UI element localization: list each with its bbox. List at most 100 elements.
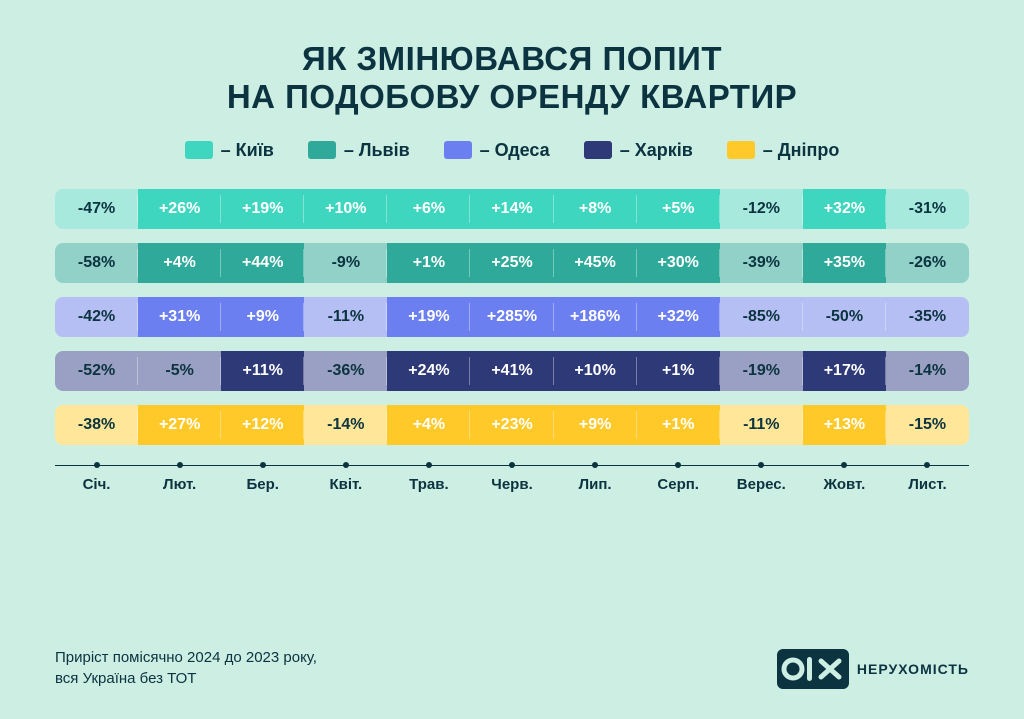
- tick-dot: [343, 462, 349, 468]
- data-cell: +32%: [803, 189, 886, 229]
- tick-dot: [94, 462, 100, 468]
- tick-label: Лют.: [163, 476, 196, 493]
- data-cell: -52%: [55, 351, 138, 391]
- data-cell: +32%: [637, 297, 720, 337]
- tick-label: Лист.: [908, 476, 946, 493]
- data-cell: +10%: [304, 189, 387, 229]
- title-line-2: НА ПОДОБОВУ ОРЕНДУ КВАРТИР: [227, 78, 797, 115]
- data-cell: -14%: [886, 351, 969, 391]
- tick-dot: [758, 462, 764, 468]
- tick-label: Черв.: [491, 476, 532, 493]
- data-cell: +13%: [803, 405, 886, 445]
- page-title: ЯК ЗМІНЮВАВСЯ ПОПИТ НА ПОДОБОВУ ОРЕНДУ К…: [55, 40, 969, 116]
- data-cell: +8%: [554, 189, 637, 229]
- axis-tick: Бер.: [221, 459, 304, 493]
- legend-label: – Одеса: [480, 140, 550, 161]
- axis-ticks: Січ. Лют. Бер. Квіт. Трав. Черв. Лип. Серп. Вере…: [55, 459, 969, 493]
- data-cell: -50%: [803, 297, 886, 337]
- data-cell: -26%: [886, 243, 969, 283]
- data-cell: +285%: [470, 297, 553, 337]
- data-cell: +35%: [803, 243, 886, 283]
- data-cell: -5%: [138, 351, 221, 391]
- legend-label: – Київ: [221, 140, 274, 161]
- axis-tick: Верес.: [720, 459, 803, 493]
- data-cell: -9%: [304, 243, 387, 283]
- data-cell: +5%: [637, 189, 720, 229]
- footnote: Приріст помісячно 2024 до 2023 року, вся…: [55, 647, 317, 689]
- infographic-canvas: ЯК ЗМІНЮВАВСЯ ПОПИТ НА ПОДОБОВУ ОРЕНДУ К…: [0, 0, 1024, 719]
- data-cell: +24%: [387, 351, 470, 391]
- tick-label: Січ.: [83, 476, 111, 493]
- legend: – Київ – Львів – Одеса – Харків – Дніпро: [55, 140, 969, 161]
- legend-swatch: [584, 141, 612, 159]
- data-cell: +1%: [637, 351, 720, 391]
- axis-tick: Лист.: [886, 459, 969, 493]
- data-cell: +25%: [470, 243, 553, 283]
- tick-label: Бер.: [247, 476, 279, 493]
- data-cell: +45%: [554, 243, 637, 283]
- legend-item: – Одеса: [444, 140, 550, 161]
- data-cell: -85%: [720, 297, 803, 337]
- data-cell: -35%: [886, 297, 969, 337]
- tick-dot: [260, 462, 266, 468]
- legend-item: – Харків: [584, 140, 693, 161]
- data-cell: +9%: [554, 405, 637, 445]
- data-cell: -12%: [720, 189, 803, 229]
- axis-tick: Трав.: [387, 459, 470, 493]
- data-cell: -42%: [55, 297, 138, 337]
- data-cell: -47%: [55, 189, 138, 229]
- data-cell: -19%: [720, 351, 803, 391]
- data-row-kharkiv: -52%-5%+11%-36%+24%+41%+10%+1%-19%+17%-1…: [55, 351, 969, 391]
- data-cell: -36%: [304, 351, 387, 391]
- data-cell: +9%: [221, 297, 304, 337]
- data-cell: +186%: [554, 297, 637, 337]
- data-cell: +12%: [221, 405, 304, 445]
- data-cell: +4%: [138, 243, 221, 283]
- data-cell: +14%: [470, 189, 553, 229]
- tick-dot: [924, 462, 930, 468]
- olx-logo-icon: [777, 649, 849, 689]
- legend-swatch: [727, 141, 755, 159]
- data-cell: +11%: [221, 351, 304, 391]
- data-cell: +27%: [138, 405, 221, 445]
- legend-label: – Дніпро: [763, 140, 840, 161]
- legend-swatch: [185, 141, 213, 159]
- data-cell: +31%: [138, 297, 221, 337]
- data-cell: +4%: [387, 405, 470, 445]
- data-row-kyiv: -47%+26%+19%+10%+6%+14%+8%+5%-12%+32%-31…: [55, 189, 969, 229]
- tick-label: Лип.: [579, 476, 612, 493]
- tick-label: Серп.: [657, 476, 699, 493]
- data-row-dnipro: -38%+27%+12%-14%+4%+23%+9%+1%-11%+13%-15…: [55, 405, 969, 445]
- tick-label: Трав.: [409, 476, 449, 493]
- data-cell: +19%: [221, 189, 304, 229]
- legend-label: – Львів: [344, 140, 410, 161]
- data-cell: -11%: [304, 297, 387, 337]
- footer: Приріст помісячно 2024 до 2023 року, вся…: [55, 647, 969, 689]
- legend-swatch: [308, 141, 336, 159]
- footnote-line-1: Приріст помісячно 2024 до 2023 року,: [55, 649, 317, 666]
- legend-label: – Харків: [620, 140, 693, 161]
- data-cell: +44%: [221, 243, 304, 283]
- brand-subtitle: НЕРУХОМІСТЬ: [857, 661, 969, 677]
- axis-tick: Серп.: [637, 459, 720, 493]
- tick-dot: [177, 462, 183, 468]
- brand: НЕРУХОМІСТЬ: [777, 649, 969, 689]
- axis-tick: Січ.: [55, 459, 138, 493]
- data-cell: -39%: [720, 243, 803, 283]
- data-cell: +26%: [138, 189, 221, 229]
- legend-item: – Дніпро: [727, 140, 840, 161]
- data-cell: -15%: [886, 405, 969, 445]
- data-cell: -14%: [304, 405, 387, 445]
- axis-tick: Жовт.: [803, 459, 886, 493]
- tick-label: Жовт.: [824, 476, 866, 493]
- data-cell: +41%: [470, 351, 553, 391]
- tick-label: Квіт.: [329, 476, 362, 493]
- footnote-line-2: вся Україна без ТОТ: [55, 670, 196, 687]
- legend-item: – Київ: [185, 140, 274, 161]
- axis-tick: Лют.: [138, 459, 221, 493]
- data-cell: -31%: [886, 189, 969, 229]
- data-cell: +10%: [554, 351, 637, 391]
- data-cell: -38%: [55, 405, 138, 445]
- tick-dot: [509, 462, 515, 468]
- month-axis: Січ. Лют. Бер. Квіт. Трав. Черв. Лип. Серп. Вере…: [55, 459, 969, 493]
